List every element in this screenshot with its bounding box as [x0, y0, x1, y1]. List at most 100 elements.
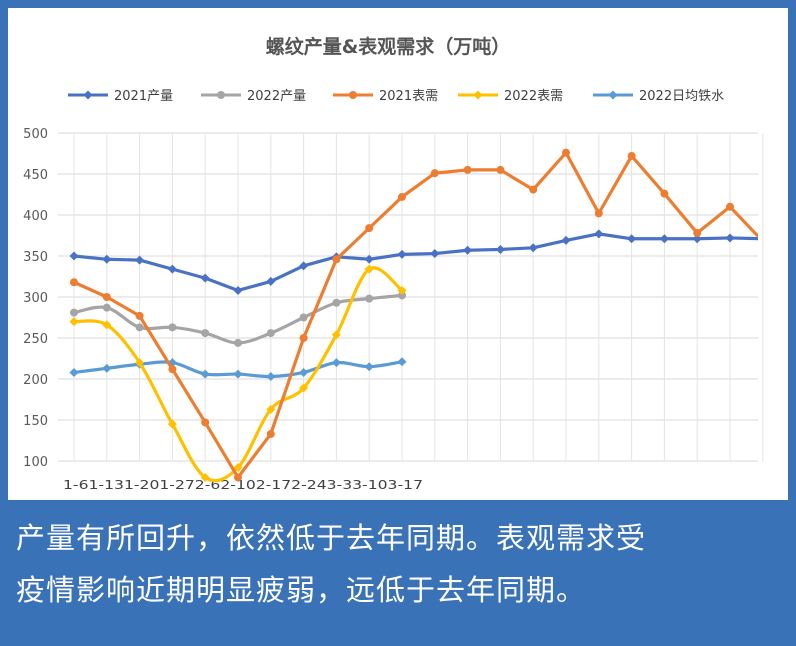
data-point	[266, 404, 276, 414]
x-axis: 1-61-131-201-272-62-102-172-243-33-103-1…	[63, 477, 423, 492]
data-point	[299, 261, 309, 271]
y-tick-label: 450	[23, 168, 48, 183]
data-point	[266, 276, 276, 286]
data-point	[135, 323, 144, 332]
data-point	[299, 313, 308, 322]
data-point	[594, 229, 604, 239]
data-point	[608, 90, 618, 100]
data-point	[69, 251, 79, 261]
data-point	[430, 249, 440, 259]
data-point	[473, 90, 483, 100]
data-point	[266, 329, 275, 338]
data-point	[200, 273, 210, 283]
data-point	[562, 148, 570, 157]
legend-label: 2021表需	[379, 89, 438, 104]
data-point	[201, 418, 210, 427]
data-point	[692, 234, 702, 244]
data-point	[496, 165, 505, 174]
data-point	[529, 185, 538, 194]
legend-label: 2022日均铁水	[639, 89, 724, 104]
data-point	[233, 369, 243, 379]
data-point	[234, 473, 242, 482]
data-point	[102, 293, 111, 301]
data-point	[167, 419, 177, 429]
data-point	[168, 365, 177, 374]
x-tick-labels: 1-61-131-201-272-62-102-172-243-33-103-1…	[63, 477, 423, 492]
chart-panel: 螺纹产量&表观需求（万吨） 2021产量 2022产量 2021表需 2022表需 20…	[8, 8, 788, 500]
data-point	[102, 363, 112, 373]
data-point	[217, 91, 225, 99]
y-axis: 100 150 200 250 300 350 400 450 500	[23, 127, 48, 470]
data-point	[200, 472, 210, 482]
chart-legend: 2021产量 2022产量 2021表需 2022表需 2022日均铁水	[68, 89, 724, 104]
data-point	[83, 90, 93, 100]
data-point	[528, 243, 538, 253]
data-point	[331, 330, 341, 340]
data-point	[167, 264, 177, 274]
data-point	[299, 334, 308, 342]
data-point	[299, 383, 309, 393]
legend-label: 2021产量	[114, 89, 173, 104]
legend-label: 2022产量	[247, 89, 306, 104]
data-point	[168, 323, 177, 332]
data-point	[397, 249, 407, 259]
data-point	[331, 358, 341, 368]
data-point	[364, 254, 374, 264]
chart-svg: 螺纹产量&表观需求（万吨） 2021产量 2022产量 2021表需 2022表需 20…	[23, 35, 764, 492]
legend-label: 2022表需	[504, 89, 563, 104]
data-point	[200, 369, 210, 379]
y-tick-label: 400	[23, 209, 48, 224]
data-point	[365, 294, 374, 303]
data-point	[398, 192, 406, 201]
chart-title: 螺纹产量&表观需求（万吨）	[266, 35, 511, 58]
series-line	[73, 151, 758, 479]
data-point	[233, 285, 243, 295]
data-point	[102, 320, 112, 330]
y-tick-label: 250	[23, 332, 48, 347]
y-tick-label: 350	[23, 250, 48, 265]
data-point	[266, 429, 275, 438]
y-tick-label: 200	[23, 373, 48, 388]
data-point	[463, 165, 472, 174]
data-point	[234, 338, 242, 347]
data-point	[332, 255, 341, 264]
data-point	[102, 303, 111, 312]
data-point	[594, 209, 603, 218]
caption-text: 产量有所回升，依然低于去年同期。表观需求受 疫情影响近期明显疲弱，远低于去年同期…	[16, 512, 786, 616]
data-point	[135, 311, 144, 320]
data-point	[463, 245, 473, 255]
data-point	[397, 357, 407, 367]
data-point	[365, 224, 374, 233]
data-point	[70, 308, 78, 317]
data-point	[397, 285, 407, 295]
data-point	[725, 233, 735, 243]
data-point	[299, 367, 309, 377]
data-point	[398, 291, 406, 300]
data-point	[495, 244, 505, 254]
data-point	[627, 234, 637, 244]
data-point	[70, 278, 78, 287]
y-tick-label: 100	[23, 455, 48, 470]
series-line	[73, 232, 758, 293]
y-tick-label: 150	[23, 414, 48, 429]
data-point	[332, 298, 341, 307]
chart-series	[69, 148, 758, 483]
data-point	[430, 169, 439, 178]
y-tick-label: 300	[23, 291, 48, 306]
data-point	[135, 358, 145, 368]
data-point	[69, 367, 79, 377]
data-point	[627, 151, 636, 160]
y-tick-label: 500	[23, 127, 48, 142]
data-point	[660, 189, 669, 198]
data-point	[659, 234, 669, 244]
data-point	[364, 264, 374, 274]
data-point	[233, 463, 243, 473]
data-point	[102, 254, 112, 264]
data-point	[364, 362, 374, 372]
data-point	[726, 202, 734, 211]
data-point	[69, 317, 79, 327]
chart-gridlines	[58, 132, 764, 462]
caption-line-1: 产量有所回升，依然低于去年同期。表观需求受	[16, 521, 647, 555]
data-point	[266, 372, 276, 382]
